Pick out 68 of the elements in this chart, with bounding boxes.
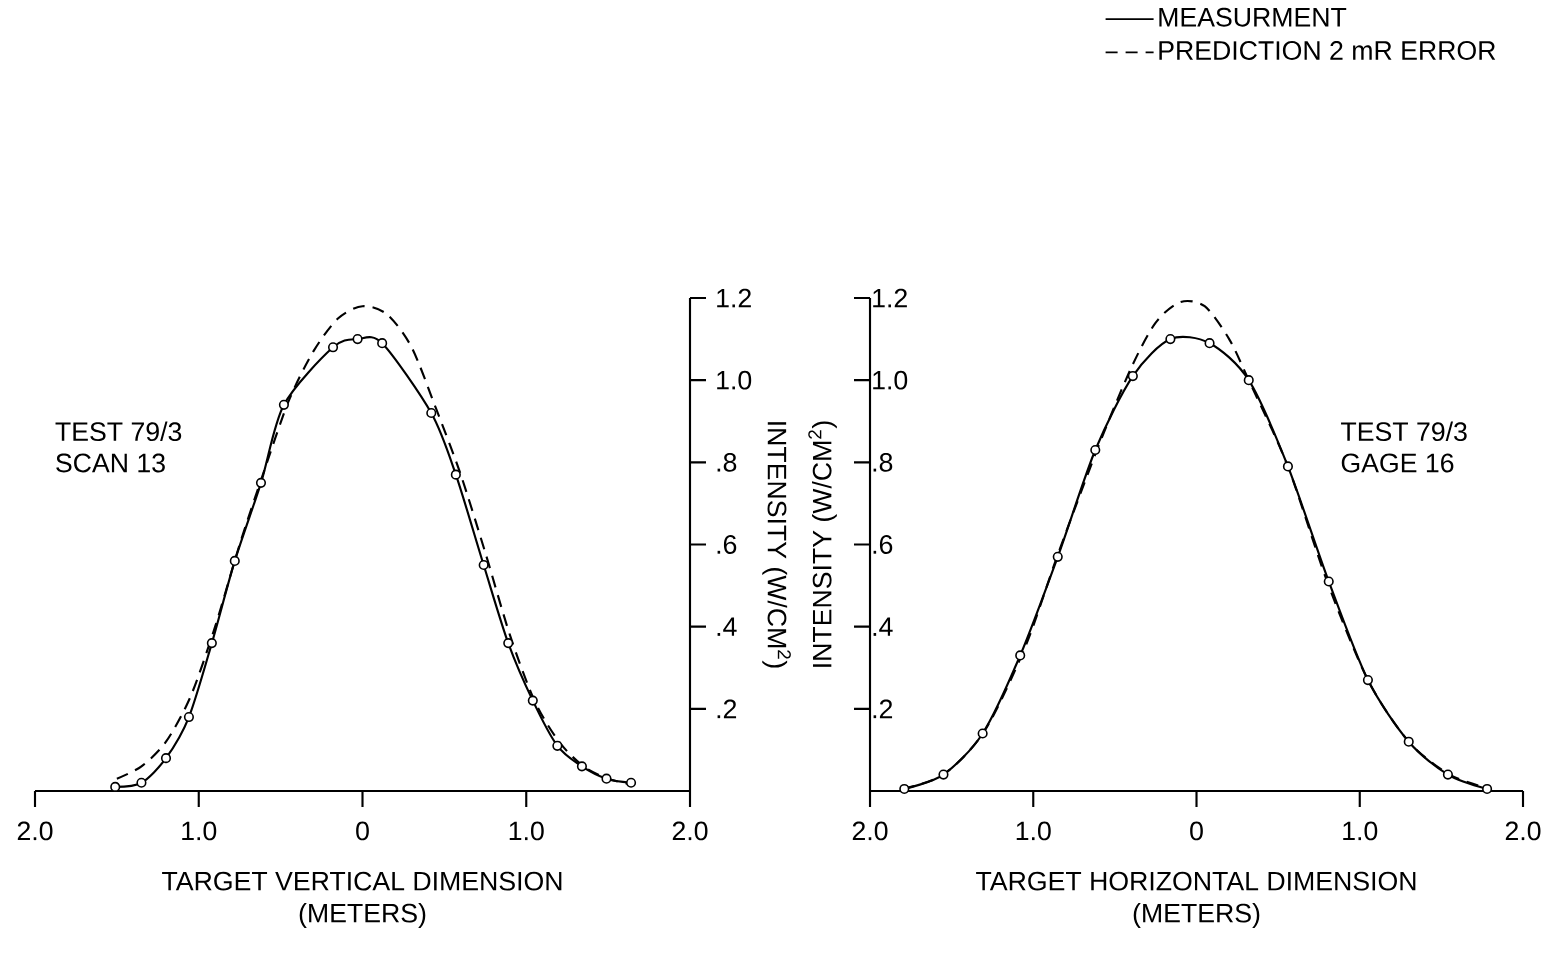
- point: [278, 399, 289, 410]
- x-tick-label: 1.0: [1016, 821, 1051, 841]
- point: [1015, 650, 1026, 661]
- point: [1362, 675, 1373, 686]
- point: [1204, 338, 1215, 349]
- point: [625, 777, 637, 788]
- point: [1442, 769, 1453, 780]
- y-tick-label: .6: [717, 535, 737, 554]
- y-tick-label: .8: [873, 452, 893, 472]
- x-tick-label: 2.0: [672, 821, 708, 841]
- y-tick-label: 1.0: [873, 370, 908, 390]
- y-tick-label: 1.2: [717, 288, 751, 308]
- x-tick-label: 2.0: [17, 821, 53, 841]
- y-axis-title: INTENSITY (W/CM$^{2}$): [808, 421, 837, 667]
- point: [478, 559, 489, 571]
- point: [352, 334, 363, 345]
- legend-label: MEASURMENT: [1159, 7, 1347, 27]
- point: [450, 469, 461, 480]
- y-tick-label: .4: [717, 617, 737, 636]
- point: [503, 638, 514, 649]
- point: [1052, 551, 1063, 562]
- x-tick-label: 0: [356, 821, 369, 841]
- point: [1323, 576, 1334, 587]
- y-tick-label: .2: [717, 699, 737, 719]
- point: [327, 342, 339, 353]
- annotation: SCAN 13: [56, 453, 165, 473]
- point: [552, 740, 563, 751]
- point: [1403, 736, 1414, 747]
- y-tick-label: .6: [873, 535, 893, 554]
- point: [899, 783, 910, 795]
- point: [977, 728, 988, 739]
- x-tick-label: 1.0: [1343, 821, 1378, 841]
- y-tick-label: .4: [873, 617, 893, 636]
- point: [1127, 370, 1138, 382]
- x-tick-label: 0: [1190, 821, 1203, 841]
- point: [1090, 444, 1101, 456]
- point: [601, 773, 612, 784]
- legend-label: PREDICTION 2 mR ERROR: [1159, 41, 1496, 60]
- point: [183, 711, 194, 723]
- point: [1243, 375, 1254, 386]
- point: [160, 753, 172, 764]
- y-tick-label: .8: [717, 452, 737, 472]
- y-tick-label: 1.0: [717, 370, 752, 390]
- point: [255, 477, 267, 488]
- y-axis-title: INTENSITY (W/CM$^{2}$): [762, 422, 791, 668]
- point: [1282, 461, 1293, 472]
- point: [229, 555, 240, 566]
- annotation: TEST 79/3: [1341, 421, 1467, 442]
- x-axis-title: TARGET HORIZONTAL DIMENSION (METERS): [976, 871, 1416, 928]
- point: [527, 695, 538, 706]
- point: [1482, 783, 1493, 795]
- x-tick-label: 2.0: [852, 821, 888, 841]
- y-tick-label: 1.2: [873, 288, 907, 308]
- x-tick-label: 1.0: [509, 821, 544, 841]
- point: [377, 338, 388, 349]
- point: [576, 761, 587, 772]
- y-tick-label: .2: [873, 699, 893, 719]
- point: [110, 781, 121, 792]
- point: [938, 769, 949, 780]
- x-tick-label: 2.0: [1505, 821, 1541, 841]
- x-tick-label: 1.0: [182, 821, 217, 841]
- annotation: TEST 79/3: [55, 421, 182, 442]
- point: [206, 638, 217, 649]
- point: [1165, 334, 1176, 345]
- x-axis-title: TARGET VERTICAL DIMENSION (METERS): [162, 871, 562, 928]
- point: [136, 777, 147, 788]
- annotation: GAGE 16: [1341, 453, 1454, 473]
- point: [426, 407, 437, 419]
